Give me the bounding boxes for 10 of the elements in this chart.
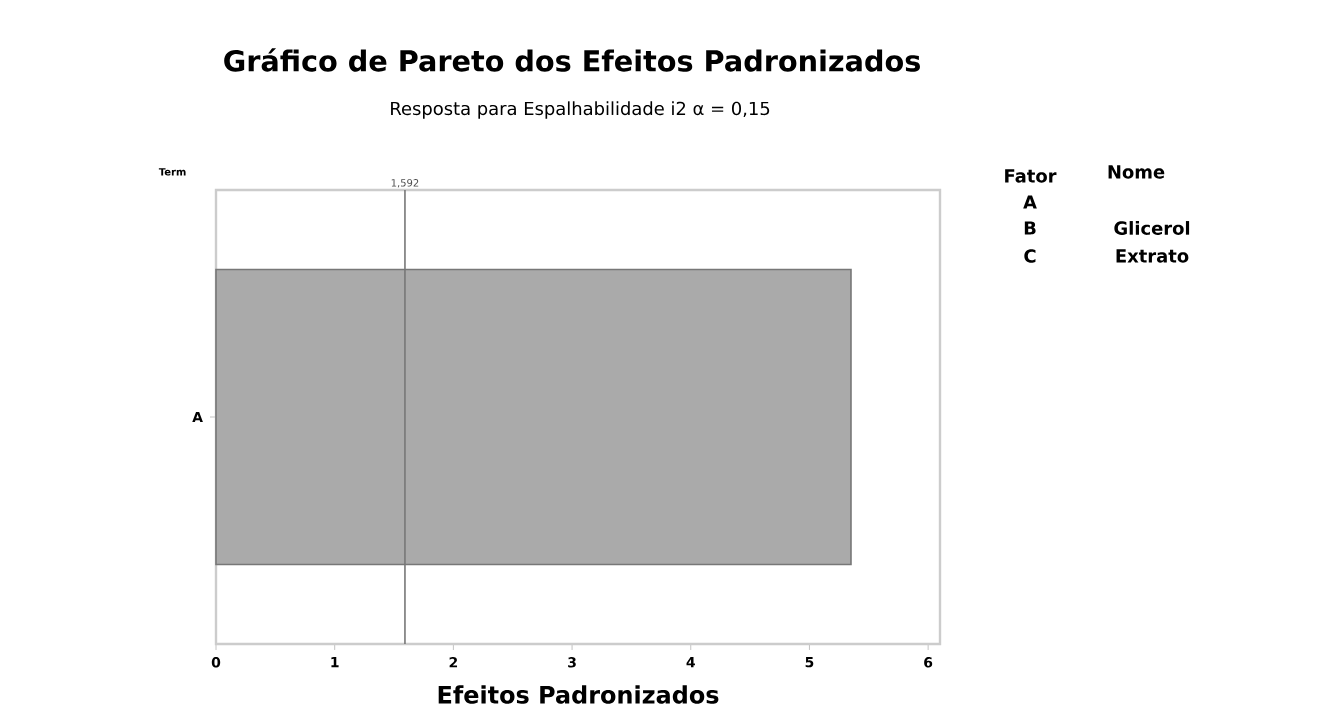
x-axis-title: Efeitos Padronizados: [438, 685, 719, 704]
text: Nome: [1108, 165, 1165, 179]
text: Glicerol: [1114, 221, 1190, 235]
chart-subtitle: Resposta para Espalhabilidade i2 α = 0,15: [391, 101, 770, 119]
text: Fator: [1005, 169, 1057, 183]
chart-title: Gráfico de Pareto dos Efeitos Padronizados: [224, 48, 920, 72]
text: B: [1024, 221, 1036, 235]
text: Extrato: [1116, 249, 1189, 263]
text: C: [1024, 249, 1036, 263]
text: A: [1023, 195, 1037, 209]
